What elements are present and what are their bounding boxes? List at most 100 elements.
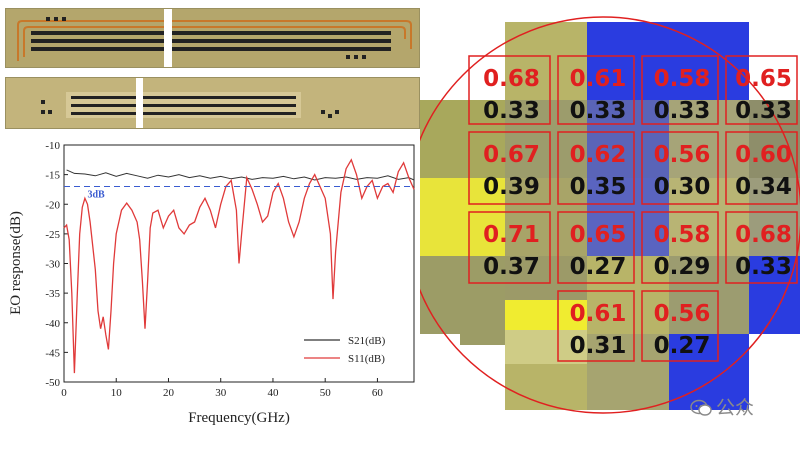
tile — [749, 256, 800, 334]
legend-label: S11(dB) — [348, 353, 385, 365]
tile — [749, 178, 800, 256]
pad — [41, 110, 45, 114]
wafer-cell-bottom-value: 0.27 — [570, 254, 627, 280]
wafer-cell-top-value: 0.60 — [735, 142, 792, 168]
wafer-cell-frame — [641, 55, 719, 125]
tile — [505, 100, 587, 178]
wafer-cell-frame — [468, 55, 551, 125]
series-line-s21db — [66, 169, 415, 181]
y-tick-label: -50 — [45, 377, 60, 389]
y-tick-label: -10 — [45, 140, 60, 152]
tile — [749, 100, 800, 178]
tile — [505, 178, 587, 256]
pad — [46, 17, 50, 21]
device-photo-bottom-drawing — [6, 78, 419, 128]
wafer-cell-frame — [557, 211, 635, 284]
device-photo-top — [5, 8, 420, 68]
wafer-cell-frame — [725, 211, 798, 284]
y-tick-label: -15 — [45, 170, 60, 182]
wafer-cell-top-value: 0.68 — [735, 222, 792, 248]
wafer-cell-frame — [725, 55, 798, 125]
wafer-map: 0.68 0.33 0.61 0.33 0.58 0.33 0.65 0.33 0.67 0.39… — [420, 16, 800, 414]
series-line-s11db — [63, 158, 415, 374]
pad — [48, 110, 52, 114]
wafer-cell-frame — [557, 55, 635, 125]
y-tick-label: -35 — [45, 288, 60, 300]
reference-line-label: 3dB — [88, 189, 106, 200]
waveguide-line — [31, 39, 391, 43]
x-tick-label: 50 — [320, 387, 332, 399]
image-break — [164, 9, 172, 67]
wafer-grid — [468, 55, 798, 362]
wafer-cell-top-value: 0.56 — [654, 142, 711, 168]
wafer-cell-bottom-value: 0.31 — [570, 333, 627, 359]
y-tick-label: -25 — [45, 229, 60, 241]
wafer-cell-bottom-value: 0.33 — [735, 98, 792, 124]
waveguide-line — [71, 96, 296, 99]
wafer-cell-bottom-value: 0.37 — [483, 254, 540, 280]
legend: S21(dB) S11(dB) — [304, 335, 386, 365]
x-tick-label: 10 — [111, 387, 123, 399]
y-tick-label: -30 — [45, 259, 60, 271]
watermark: 公众 — [690, 393, 754, 420]
pad — [354, 55, 358, 59]
tile — [420, 178, 505, 256]
wafer-cell-frame — [641, 131, 719, 205]
pad — [321, 110, 325, 114]
eo-response-chart: -10 -15 -20 -25 -30 -35 -40 -45 -50 0 10 20 30 40 50 6… — [8, 140, 415, 426]
x-tick-label: 20 — [163, 387, 175, 399]
tile — [587, 100, 669, 178]
wafer-outline — [420, 16, 800, 414]
wafer-cell-bottom-value: 0.33 — [735, 254, 792, 280]
wafer-cell-frame — [641, 290, 719, 362]
waveguide-line — [31, 31, 391, 35]
y-axis-label: EO response(dB) — [8, 211, 24, 315]
wafer-cell-top-value: 0.65 — [570, 222, 627, 248]
wafer-cell-top-value: 0.56 — [654, 301, 711, 327]
wafer-cell-bottom-value: 0.34 — [735, 174, 792, 200]
wafer-cell-frame — [557, 290, 635, 362]
wafer-cell-bottom-value: 0.33 — [483, 98, 540, 124]
wafer-values: 0.68 0.33 0.61 0.33 0.58 0.33 0.65 0.33 0.67 0.39… — [483, 66, 792, 359]
tile — [460, 300, 505, 345]
tile — [587, 178, 669, 256]
tile — [669, 100, 749, 178]
y-tick-label: -45 — [45, 347, 60, 359]
wafer-cell-bottom-value: 0.39 — [483, 174, 540, 200]
x-tick-label: 60 — [372, 387, 384, 399]
wafer-cell-top-value: 0.62 — [570, 142, 627, 168]
wafer-cell-top-value: 0.61 — [570, 66, 627, 92]
tile — [669, 380, 749, 410]
tile — [505, 330, 587, 364]
wafer-cell-top-value: 0.65 — [735, 66, 792, 92]
wafer-cell-bottom-value: 0.27 — [654, 333, 711, 359]
device-photo-bottom — [5, 77, 420, 129]
wafer-cell-top-value: 0.71 — [483, 222, 540, 248]
electrode-trace — [17, 20, 412, 61]
tile — [669, 256, 749, 334]
wafer-cell-frame — [468, 131, 551, 205]
wafer-cell-top-value: 0.67 — [483, 142, 540, 168]
y-tick-label: -40 — [45, 318, 60, 330]
wafer-cell-top-value: 0.68 — [483, 66, 540, 92]
series-layer — [63, 158, 415, 374]
y-axis-ticks: -10 -15 -20 -25 -30 -35 -40 -45 -50 — [45, 140, 68, 389]
wafer-cell-bottom-value: 0.33 — [570, 98, 627, 124]
wafer-cell-frame — [725, 131, 798, 205]
x-axis-ticks: 0 10 20 30 40 50 60 — [61, 378, 383, 399]
photo-background — [6, 9, 419, 67]
wafer-cell-frame — [468, 211, 551, 284]
x-axis-label: Frequency(GHz) — [188, 410, 290, 426]
tile — [587, 22, 749, 102]
wafer-cell-frame — [641, 211, 719, 284]
wafer-cell-top-value: 0.58 — [654, 66, 711, 92]
x-tick-label: 40 — [267, 387, 279, 399]
electrode-trace — [23, 26, 406, 57]
tile — [587, 256, 669, 334]
pad — [328, 114, 332, 118]
wafer-cell-bottom-value: 0.33 — [654, 98, 711, 124]
device-photo-top-drawing — [6, 9, 419, 67]
waveguide-line — [71, 104, 296, 107]
waveguide-line — [71, 112, 296, 115]
x-tick-label: 0 — [61, 387, 67, 399]
